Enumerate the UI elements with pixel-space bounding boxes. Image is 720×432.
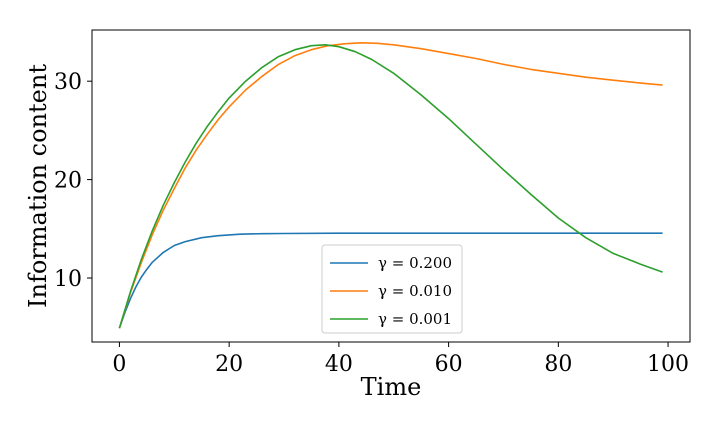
x-tick-label: 0 [112,352,126,377]
legend-label: γ = 0.001 [378,310,452,328]
x-tick-label: 20 [215,352,243,377]
series-line-3 [118,44,663,329]
legend: γ = 0.200 γ = 0.010 γ = 0.001 [321,244,463,334]
x-tick-label: 60 [435,352,463,377]
x-tick-label: 100 [647,352,689,377]
x-tick-label: 80 [544,352,572,377]
y-tick-label: 30 [54,70,82,95]
series-line-1 [118,232,663,329]
y-tick-label: 10 [54,267,82,292]
axes-frame [91,29,691,343]
legend-label: γ = 0.200 [378,254,452,272]
axis-ticks: 0 20 40 60 80 100 10 20 30 [54,70,689,377]
y-axis-label: Information content [24,64,52,308]
x-axis-label: Time [361,373,422,401]
x-tick-label: 40 [325,352,353,377]
legend-label: γ = 0.010 [378,282,452,300]
y-tick-label: 20 [54,169,82,194]
series-line-2 [118,42,663,329]
legend-box [321,244,463,334]
plot-area [118,42,663,329]
